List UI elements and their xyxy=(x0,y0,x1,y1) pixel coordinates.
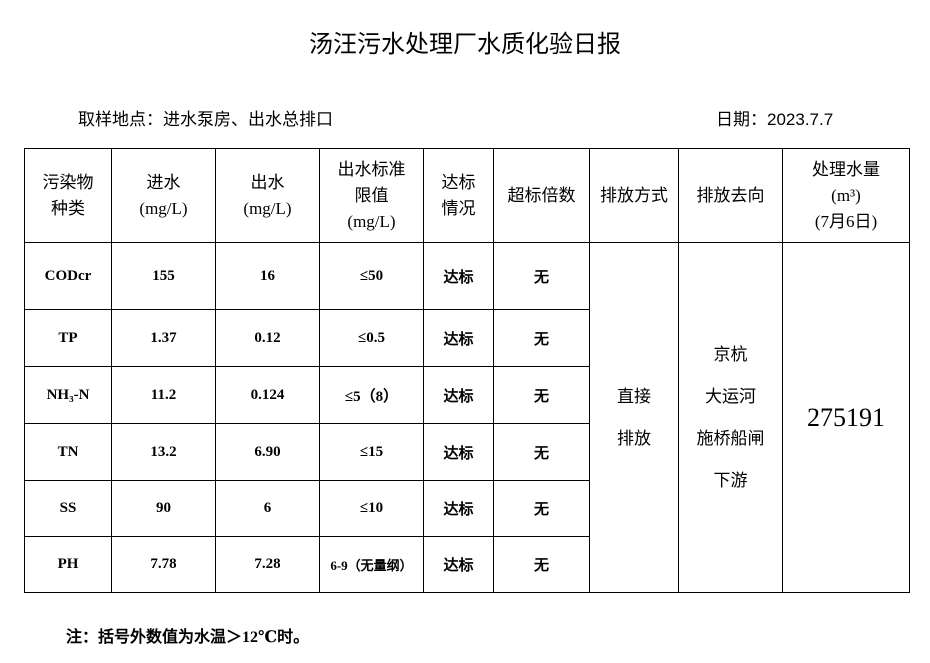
cell-outflow: 6 xyxy=(215,480,320,537)
cell-limit: ≤5（8） xyxy=(319,366,424,424)
water-quality-table: 污染物 种类 进水 (mg/L) 出水 (mg/L) 出水标准 限值 (mg/L) 达标… xyxy=(24,148,910,593)
cell-exceed: 无 xyxy=(493,423,590,481)
cell-pollutant: SS xyxy=(24,480,112,537)
report-title: 汤汪污水处理厂水质化验日报 xyxy=(309,31,621,58)
column-header: 达标 情况 xyxy=(423,148,494,243)
cell-inflow: 13.2 xyxy=(111,423,216,481)
cell-status: 达标 xyxy=(423,242,494,310)
report-date: 日期：2023.7.7 xyxy=(716,110,834,129)
cell-limit: 6-9（无量纲） xyxy=(319,536,424,593)
treated-volume: 275191 xyxy=(782,242,910,593)
table-row: SS 90 6 ≤10 达标无 xyxy=(24,480,910,537)
cell-pollutant: TP xyxy=(24,309,112,367)
cell-inflow: 11.2 xyxy=(111,366,216,424)
cell-limit: ≤50 xyxy=(319,242,424,310)
cell-status: 达标 xyxy=(423,423,494,481)
cell-inflow: 1.37 xyxy=(111,309,216,367)
footnote: 注：括号外数值为水温＞12℃时。 xyxy=(66,629,310,646)
cell-pollutant: NH₃-N xyxy=(24,366,112,424)
column-header: 排放方式 xyxy=(589,148,679,243)
cell-exceed: 无 xyxy=(493,536,590,593)
discharge-destination: 京杭 大运河 施桥船闸 下游 xyxy=(678,242,783,593)
cell-outflow: 6.90 xyxy=(215,423,320,481)
cell-limit: ≤15 xyxy=(319,423,424,481)
cell-inflow: 155 xyxy=(111,242,216,310)
cell-limit: ≤0.5 xyxy=(319,309,424,367)
cell-status: 达标 xyxy=(423,480,494,537)
table-row: TP 1.37 0.12 ≤0.5 达标无 xyxy=(24,309,910,367)
cell-pollutant: PH xyxy=(24,536,112,593)
cell-limit: ≤10 xyxy=(319,480,424,537)
cell-exceed: 无 xyxy=(493,480,590,537)
cell-exceed: 无 xyxy=(493,309,590,367)
cell-outflow: 0.124 xyxy=(215,366,320,424)
cell-inflow: 90 xyxy=(111,480,216,537)
column-header: 超标倍数 xyxy=(493,148,590,243)
cell-inflow: 7.78 xyxy=(111,536,216,593)
cell-exceed: 无 xyxy=(493,366,590,424)
cell-outflow: 16 xyxy=(215,242,320,310)
cell-status: 达标 xyxy=(423,536,494,593)
column-header: 排放去向 xyxy=(678,148,783,243)
table-row: CODcr 155 16 ≤50 达标无直接 排放 京杭 大运河 施桥船闸 下游 27519… xyxy=(24,242,910,593)
cell-outflow: 0.12 xyxy=(215,309,320,367)
table-row: TN 13.2 6.90 ≤15 达标无 xyxy=(24,423,910,481)
cell-pollutant: TN xyxy=(24,423,112,481)
column-header: 进水 (mg/L) xyxy=(111,148,216,243)
table-row: NH₃-N 11.2 0.124 ≤5（8） 达标无 xyxy=(24,366,910,424)
cell-pollutant: CODcr xyxy=(24,242,112,310)
discharge-method: 直接 排放 xyxy=(589,242,679,593)
column-header: 出水标准 限值 (mg/L) xyxy=(319,148,424,243)
cell-outflow: 7.28 xyxy=(215,536,320,593)
column-header: 出水 (mg/L) xyxy=(215,148,320,243)
sampling-location: 取样地点：进水泵房、出水总排口 xyxy=(78,110,333,129)
column-header: 处理水量 (m³) (7月6日) xyxy=(782,148,910,243)
table-row: PH 7.78 7.28 6-9（无量纲） 达标无 xyxy=(24,536,910,593)
cell-status: 达标 xyxy=(423,366,494,424)
cell-status: 达标 xyxy=(423,309,494,367)
cell-exceed: 无 xyxy=(493,242,590,310)
column-header: 污染物 种类 xyxy=(24,148,112,243)
